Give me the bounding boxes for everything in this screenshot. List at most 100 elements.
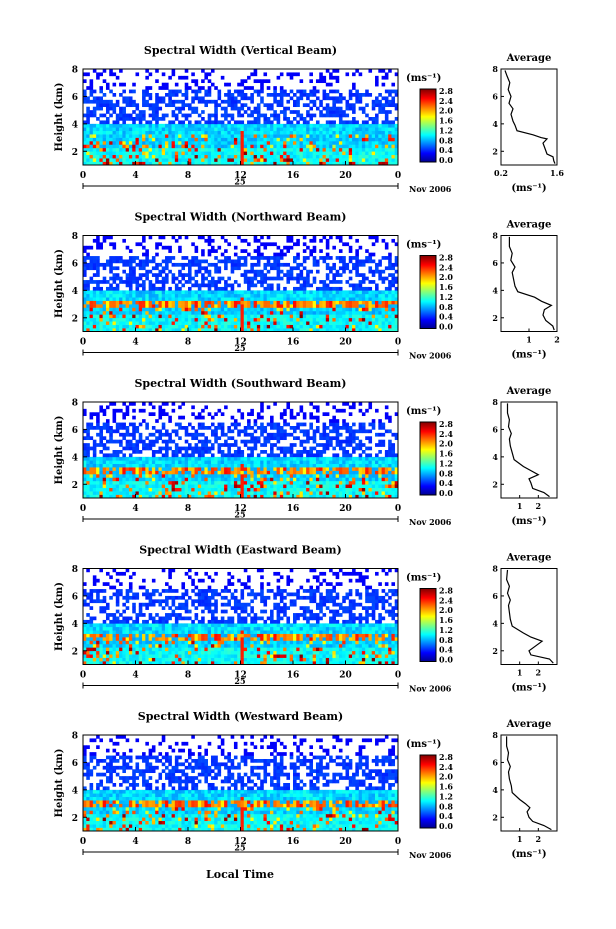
heatmap-cell — [306, 158, 310, 162]
heatmap-cell — [125, 487, 130, 492]
heatmap-cell — [355, 96, 359, 101]
heatmap-cell — [148, 144, 153, 149]
heatmap-cell — [388, 290, 392, 295]
heatmap-cell — [270, 324, 274, 329]
heatmap-cell — [315, 317, 320, 322]
heatmap-cell — [338, 110, 343, 114]
heatmap-cell — [122, 415, 126, 420]
heatmap-cell — [178, 89, 182, 94]
heatmap-cell — [279, 460, 284, 465]
heatmap-cell — [178, 123, 182, 128]
heatmap-cell — [210, 280, 215, 284]
heatmap-cell — [89, 487, 94, 492]
heatmap-cell — [102, 460, 107, 465]
heatmap-cell — [142, 273, 146, 277]
heatmap-cell — [83, 450, 87, 454]
heatmap-cell — [240, 134, 245, 138]
heatmap-cell — [217, 290, 222, 295]
heatmap-cell — [240, 273, 245, 277]
heatmap-cell — [302, 123, 307, 128]
heatmap-cell — [273, 477, 277, 482]
heatmap-cell — [273, 154, 277, 159]
heatmap-cell — [92, 328, 97, 332]
heatmap-cell — [83, 310, 87, 315]
heatmap-cell — [283, 307, 287, 312]
heatmap-cell — [191, 141, 195, 145]
heatmap-cell — [122, 300, 126, 305]
heatmap-cell — [237, 259, 241, 264]
heatmap-cell — [86, 443, 90, 447]
heatmap-cell — [112, 494, 117, 499]
heatmap-cell — [391, 99, 396, 104]
heatmap-cell — [247, 494, 251, 499]
heatmap-cell — [237, 151, 241, 156]
heatmap-cell — [384, 324, 389, 329]
heatmap-cell — [184, 487, 189, 492]
heatmap-cell — [214, 456, 218, 461]
heatmap-cell — [86, 252, 90, 257]
heatmap-cell — [237, 450, 241, 454]
heatmap-cell — [161, 82, 166, 87]
heatmap-cell — [194, 467, 199, 471]
heatmap-cell — [335, 310, 340, 315]
heatmap-cell — [388, 93, 392, 97]
heatmap-cell — [286, 314, 291, 319]
heatmap-cell — [243, 79, 248, 84]
heatmap-cell — [293, 259, 297, 264]
heatmap-cell — [391, 307, 396, 312]
heatmap-cell — [293, 307, 297, 312]
heatmap-cell — [188, 491, 192, 495]
heatmap-cell — [204, 269, 208, 274]
heatmap-cell — [253, 127, 258, 132]
heatmap-cell — [217, 426, 222, 430]
heatmap-cell — [89, 467, 94, 471]
heatmap-cell — [102, 480, 107, 485]
heatmap-cell — [348, 293, 353, 298]
heatmap-cell — [329, 324, 333, 329]
heatmap-cell — [181, 484, 186, 489]
heatmap-cell — [325, 158, 330, 162]
heatmap-cell — [358, 328, 363, 332]
heatmap-cell — [210, 470, 215, 475]
heatmap-cell — [250, 460, 254, 465]
heatmap-cell — [96, 245, 100, 250]
heatmap-cell — [319, 280, 323, 284]
heatmap-cell — [207, 293, 212, 298]
heatmap-cell — [86, 307, 90, 312]
heatmap-cell — [188, 280, 192, 284]
heatmap-cell — [352, 307, 356, 312]
heatmap-cell — [148, 103, 153, 108]
heatmap-cell — [233, 304, 238, 308]
heatmap-cell — [142, 310, 146, 315]
heatmap-cell — [125, 491, 130, 495]
heatmap-cell — [243, 249, 248, 253]
heatmap-cell — [125, 432, 130, 437]
heatmap-cell — [125, 141, 130, 145]
heatmap-cell — [375, 314, 379, 319]
heatmap-cell — [138, 144, 143, 149]
heatmap-cell — [358, 307, 363, 312]
heatmap-cell — [375, 321, 379, 325]
heatmap-cell — [322, 96, 327, 101]
heatmap-cell — [86, 480, 90, 485]
heatmap-cell — [243, 130, 248, 135]
heatmap-cell — [128, 266, 133, 271]
heatmap-cell — [260, 321, 264, 325]
heatmap-cell — [128, 422, 133, 427]
heatmap-cell — [260, 127, 264, 132]
heatmap-cell — [250, 280, 254, 284]
heatmap-cell — [233, 456, 238, 461]
heatmap-cell — [148, 304, 153, 308]
heatmap-cell — [201, 79, 205, 84]
heatmap-cell — [119, 276, 123, 281]
heatmap-cell — [260, 89, 264, 94]
heatmap-cell — [315, 134, 320, 138]
heatmap-cell — [204, 467, 208, 471]
heatmap-cell — [315, 307, 320, 312]
heatmap-cell — [270, 470, 274, 475]
heatmap-cell — [240, 412, 245, 417]
heatmap-cell — [132, 474, 136, 478]
heatmap-cell — [119, 147, 123, 152]
heatmap-cell — [135, 134, 140, 138]
heatmap-cell — [171, 484, 176, 489]
